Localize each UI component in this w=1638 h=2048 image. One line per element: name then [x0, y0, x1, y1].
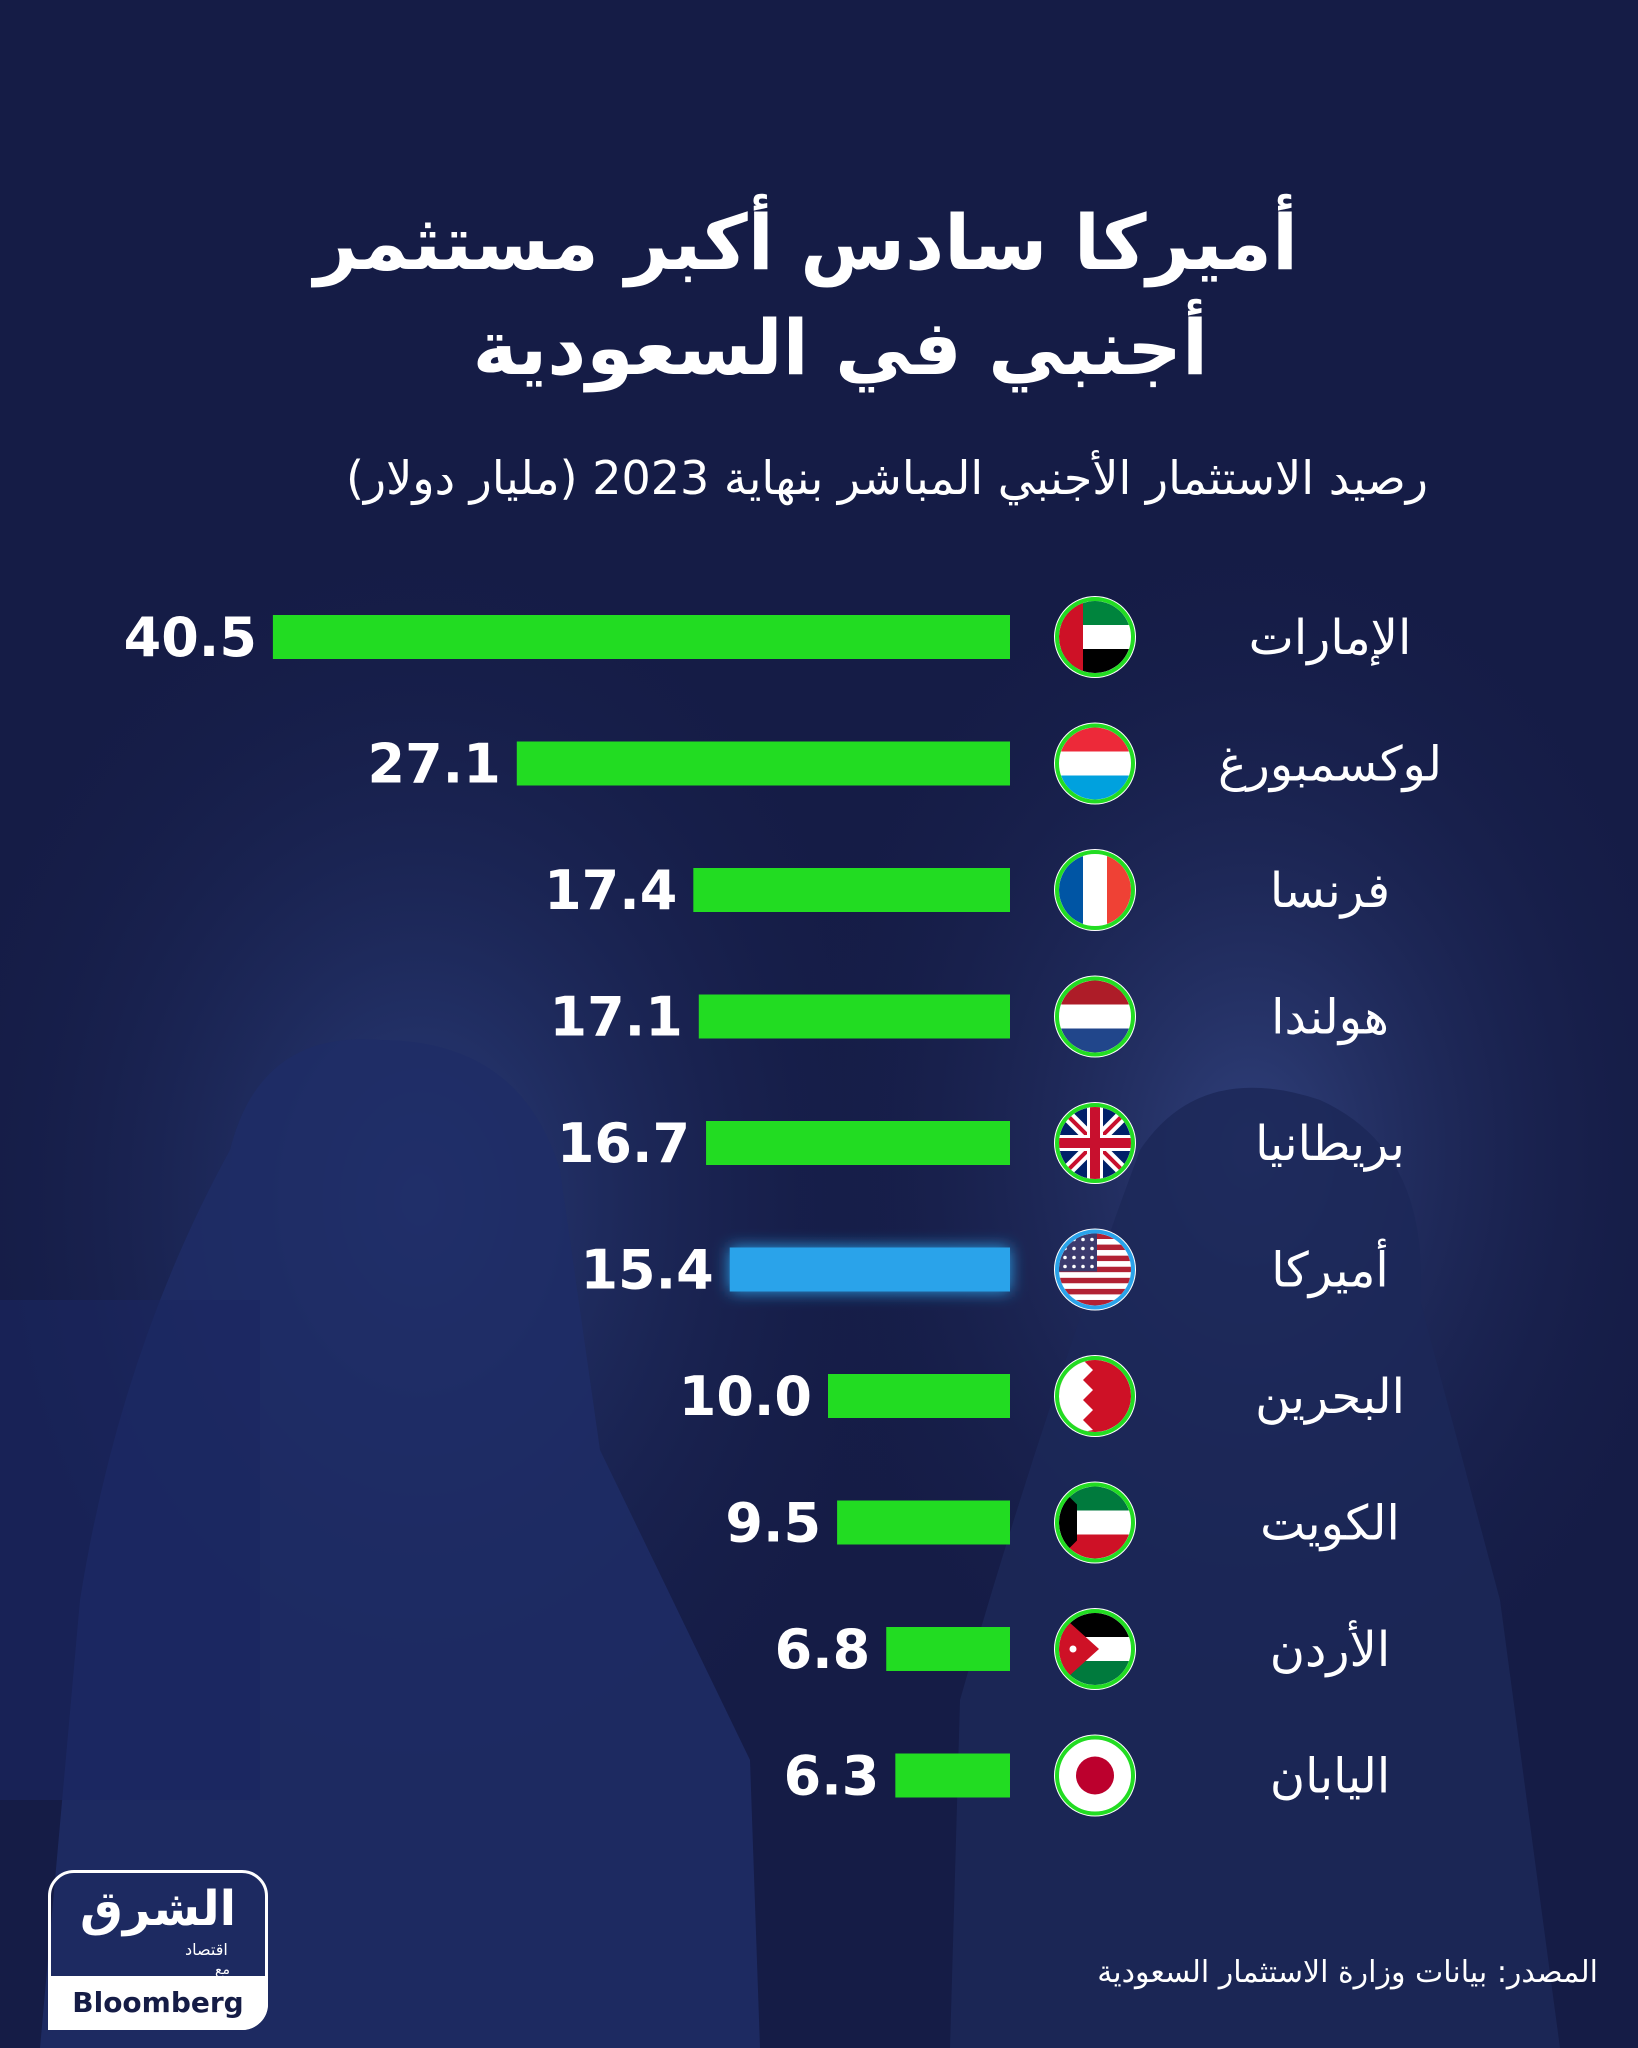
category-label: الأردن — [1270, 1619, 1391, 1678]
category-label: بريطانيا — [1255, 1116, 1405, 1172]
bar-2 — [516, 741, 1010, 786]
asharq-logo-text: الشرق — [79, 1881, 237, 1937]
bar-value-label: 27.1 — [368, 733, 501, 796]
bar-9 — [886, 1627, 1010, 1671]
netherlands-flag-icon — [1054, 975, 1136, 1058]
france-flag-icon — [1054, 849, 1136, 931]
bar-4 — [698, 994, 1010, 1039]
bar-value-label: 17.4 — [544, 859, 677, 922]
bar-value-label: 6.8 — [775, 1618, 871, 1681]
luxembourg-flag-icon — [1054, 722, 1136, 805]
bar-value-label: 40.5 — [124, 606, 257, 669]
uk-flag-icon — [1054, 1102, 1136, 1184]
bloomberg-logo-text: Bloomberg — [48, 1976, 268, 2030]
japan-flag-icon — [1054, 1734, 1136, 1817]
source-note: المصدر: بيانات وزارة الاستثمار السعودية — [1097, 1955, 1598, 1990]
bar-value-label: 10.0 — [679, 1365, 812, 1428]
category-label: الإمارات — [1249, 610, 1412, 666]
bar-8 — [837, 1500, 1010, 1545]
chart-title-line-2: أجنبي في السعودية — [472, 303, 1208, 392]
bar-5 — [706, 1121, 1010, 1165]
asharq-logo-with: مع — [215, 1962, 230, 1978]
uae-flag-icon — [1054, 596, 1136, 678]
kuwait-flag-icon — [1054, 1481, 1136, 1564]
bar-value-label: 6.3 — [784, 1745, 880, 1808]
bar-value-label: 16.7 — [557, 1112, 690, 1175]
bar-value-label: 15.4 — [580, 1239, 713, 1302]
bar-chart: 40.5 الإمارات 27.1 لوكسمبورغ 17.4 فرنسا 17.1 هو… — [124, 596, 1442, 1817]
bar-10 — [895, 1753, 1010, 1798]
bar-6 — [729, 1247, 1010, 1292]
chart-title-line-1: أميركا سادس أكبر مستثمر — [314, 198, 1298, 287]
category-label: هولندا — [1271, 990, 1389, 1046]
category-label: لوكسمبورغ — [1218, 737, 1442, 793]
category-label: فرنسا — [1270, 863, 1390, 919]
bar-7 — [828, 1374, 1010, 1418]
category-label: الكويت — [1260, 1496, 1400, 1552]
bar-value-label: 17.1 — [550, 986, 683, 1049]
bar-1 — [272, 615, 1010, 659]
bahrain-flag-icon — [1054, 1355, 1136, 1437]
chart-subtitle: رصيد الاستثمار الأجنبي المباشر بنهاية 20… — [345, 451, 1428, 505]
category-label: اليابان — [1270, 1749, 1390, 1805]
jordan-flag-icon — [1054, 1608, 1136, 1690]
bar-value-label: 9.5 — [725, 1492, 821, 1555]
asharq-logo-sub: اقتصاد — [185, 1940, 228, 1959]
bar-3 — [693, 868, 1010, 912]
category-label: أميركا — [1271, 1239, 1389, 1299]
category-label: البحرين — [1255, 1369, 1405, 1425]
usa-flag-icon — [1054, 1228, 1136, 1311]
